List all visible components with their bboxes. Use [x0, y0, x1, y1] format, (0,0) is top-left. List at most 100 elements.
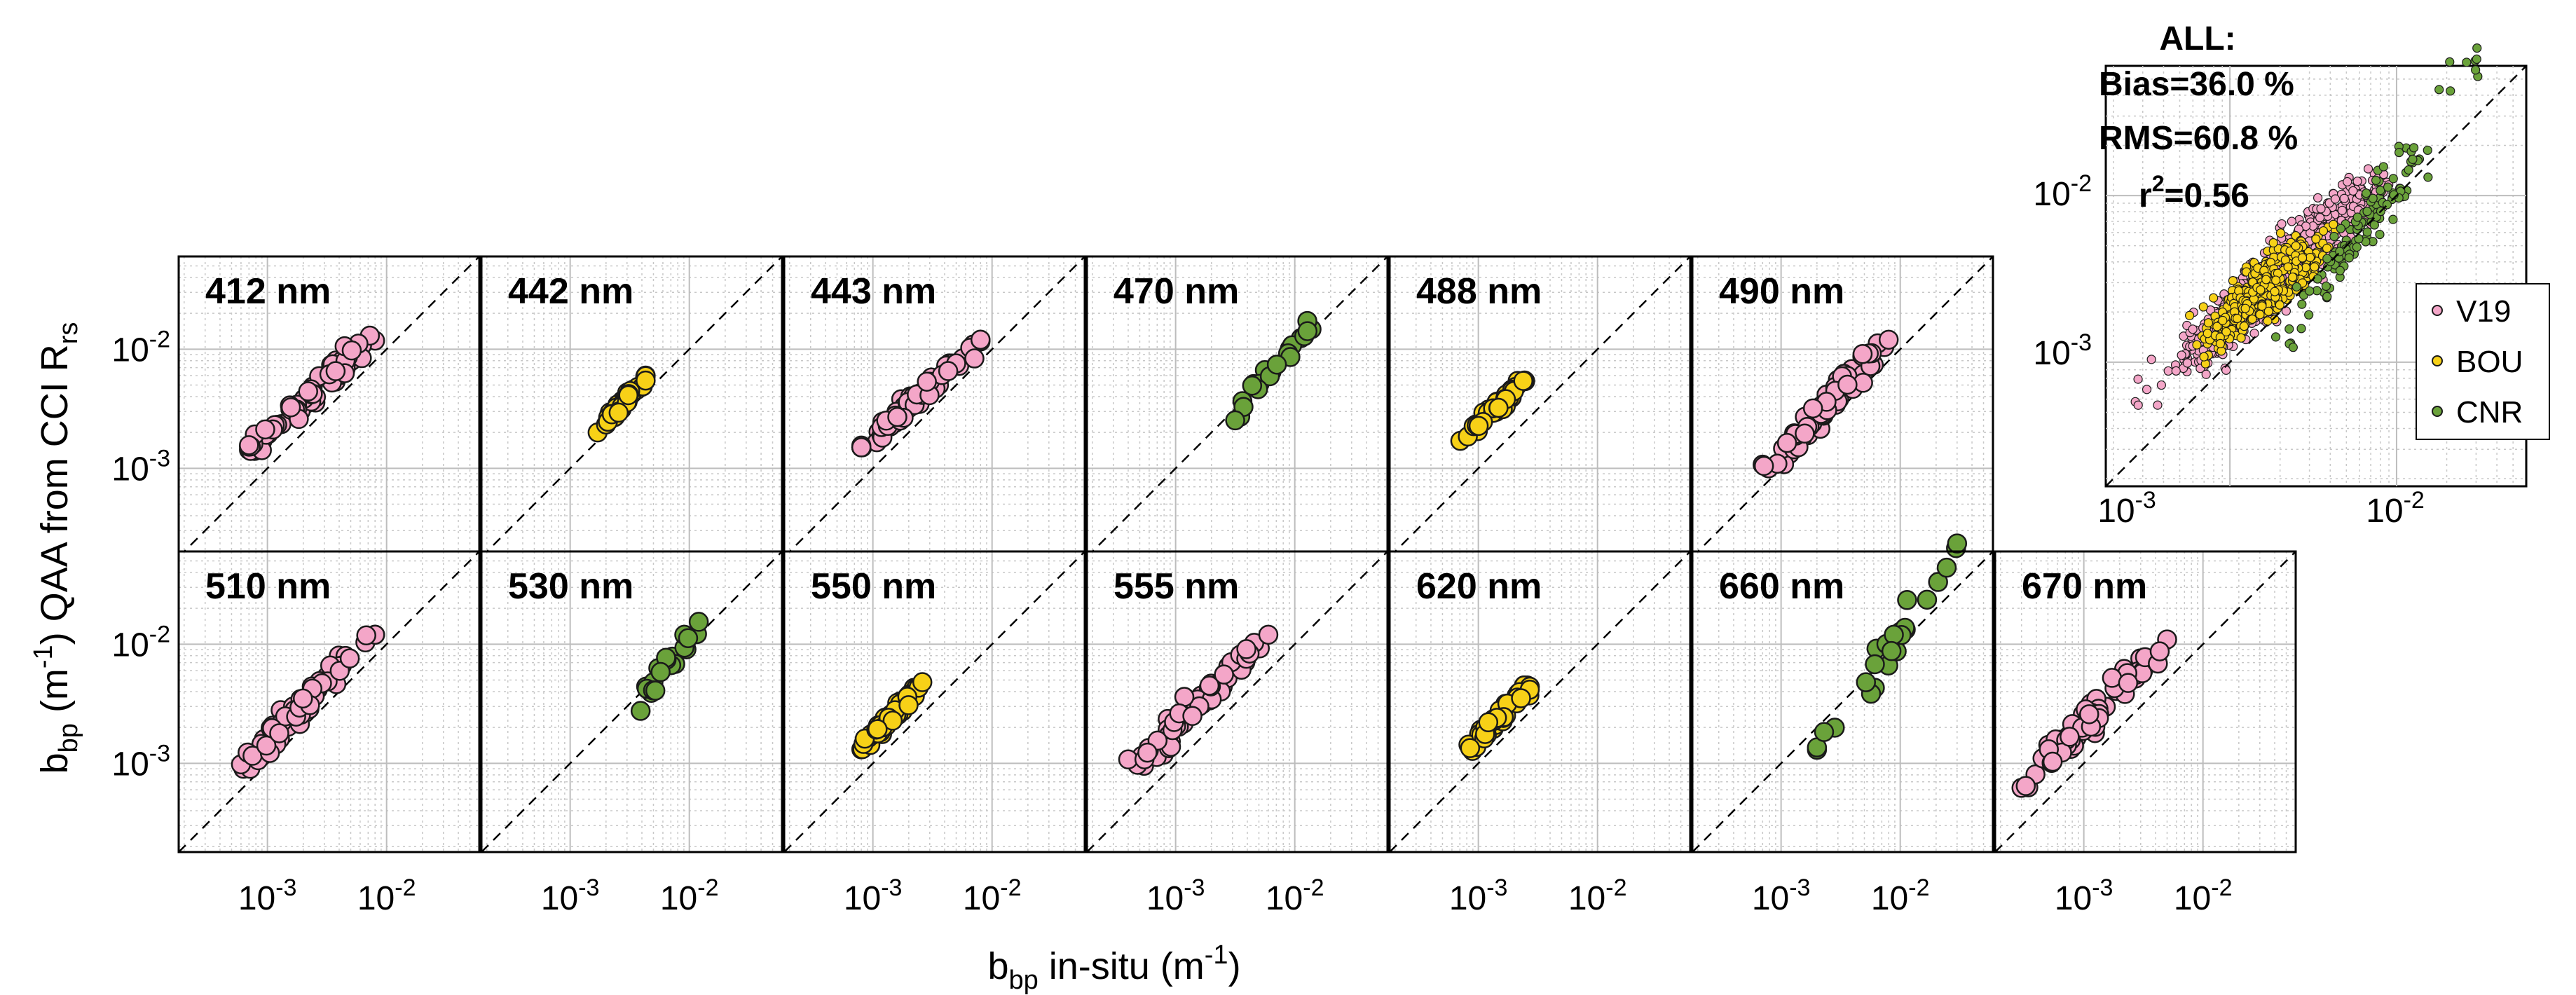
- data-point: [678, 628, 699, 649]
- data-point: [356, 625, 376, 646]
- panel-550-nm: 550 nm 10-3 10-2: [783, 550, 1086, 917]
- x-tick-label: 10-3: [2055, 874, 2113, 917]
- y-label-rest: ) QAA from CCI R: [34, 344, 76, 645]
- one-to-one-line: [1692, 551, 1994, 853]
- y-tick-label: 10-3: [111, 740, 170, 783]
- summary-data-point: [2268, 238, 2278, 248]
- x-tick-label: 10-2: [660, 874, 719, 917]
- one-to-one-line: [1692, 256, 1994, 558]
- summary-data-point: [2297, 299, 2307, 309]
- summary-data-point: [2315, 212, 2325, 223]
- legend-marker-v19: [2432, 305, 2443, 316]
- panel-470-nm: 470 nm: [1085, 255, 1389, 558]
- summary-data-point: [2304, 310, 2314, 320]
- data-point: [1258, 624, 1279, 645]
- data-point: [1460, 738, 1481, 758]
- x-tick-label: 10-3: [1752, 874, 1811, 917]
- summary-data-point: [2369, 220, 2379, 230]
- data-point: [1137, 742, 1158, 763]
- summary-data-point: [2352, 242, 2362, 252]
- summary-data-point: [2311, 234, 2321, 244]
- data-point: [2060, 727, 2080, 747]
- summary-data-point: [2352, 177, 2362, 186]
- panel-443-nm: 443 nm: [783, 255, 1086, 558]
- summary-data-point: [2288, 343, 2298, 352]
- summary-data-point: [2322, 254, 2332, 263]
- summary-data-point: [2363, 164, 2373, 174]
- data-point: [688, 612, 709, 632]
- summary-data-point: [2215, 338, 2226, 348]
- summary-data-point: [2257, 301, 2267, 311]
- summary-data-point: [2218, 315, 2228, 325]
- data-point: [1802, 398, 1823, 419]
- y-tick-label: 10-2: [111, 326, 170, 369]
- data-point: [255, 419, 275, 440]
- data-point: [645, 680, 666, 701]
- summary-data-point: [2263, 316, 2273, 326]
- summary-title: ALL:: [2159, 20, 2235, 57]
- summary-data-point: [2336, 224, 2345, 233]
- legend-label-bou: BOU: [2456, 345, 2523, 379]
- summary-data-point: [2313, 193, 2323, 203]
- one-to-one-line: [783, 256, 1085, 558]
- summary-data-point: [2362, 227, 2372, 237]
- data-point: [239, 435, 259, 455]
- summary-data-point: [2388, 174, 2398, 184]
- x-label-rest: in-situ (m: [1039, 945, 1205, 987]
- summary-data-point: [2185, 310, 2195, 320]
- data-point: [2118, 673, 2139, 693]
- data-point: [1856, 672, 1877, 692]
- axes-box: [480, 550, 783, 853]
- summary-data-point: [2255, 310, 2265, 320]
- x-tick-label: 10-3: [1146, 874, 1205, 917]
- summary-data-point: [2305, 286, 2315, 296]
- summary-data-point: [2153, 400, 2163, 410]
- summary-data-point: [2472, 43, 2482, 53]
- x-tick-label: 10-2: [1568, 874, 1627, 917]
- summary-data-point: [2133, 374, 2143, 384]
- tick-exp: -3: [2071, 329, 2092, 356]
- data-point: [1199, 675, 1220, 696]
- data-point: [1897, 590, 1917, 610]
- summary-data-point: [2383, 182, 2393, 192]
- summary-data-point: [2310, 262, 2320, 272]
- panel-670-nm: 670 nm 10-3 10-2: [1994, 550, 2297, 917]
- data-point: [1511, 688, 1531, 708]
- x-tick-label: 10-2: [1871, 874, 1930, 917]
- summary-data-point: [2198, 302, 2208, 312]
- data-point: [1478, 712, 1499, 733]
- summary-data-point: [2362, 207, 2372, 217]
- summary-data-point: [2348, 186, 2358, 196]
- legend-label-v19: V19: [2456, 294, 2511, 329]
- one-to-one-line: [178, 551, 480, 853]
- x-tick-label: 10-2: [963, 874, 1022, 917]
- one-to-one-line: [481, 551, 783, 853]
- summary-data-point: [2261, 275, 2271, 284]
- axes-box: [1388, 550, 1692, 853]
- summary-r2-exp: 2: [2152, 171, 2165, 196]
- x-tick-label: 10-3: [238, 874, 297, 917]
- legend-label-cnr: CNR: [2456, 395, 2523, 430]
- panel-510-nm: 510 nm 10-3 10-2 10-3 10-2: [111, 550, 481, 917]
- x-axis-label: bbp in-situ (m-1): [987, 940, 1240, 995]
- summary-data-point: [2188, 324, 2198, 334]
- y-label-rest-sub: rs: [54, 322, 83, 345]
- summary-data-point: [2404, 165, 2413, 175]
- data-point: [1865, 654, 1885, 675]
- data-point: [1881, 640, 1902, 661]
- data-point: [882, 711, 903, 731]
- summary-y-tick-1e-2: 10-2: [2033, 170, 2092, 213]
- summary-data-point: [2362, 188, 2371, 198]
- summary-data-point: [2388, 214, 2398, 224]
- summary-data-point: [2329, 231, 2339, 242]
- summary-data-point: [2247, 314, 2257, 324]
- x-tick-label: 10-3: [541, 874, 600, 917]
- x-label-sub: bp: [1008, 966, 1038, 995]
- summary-data-point: [2337, 205, 2347, 215]
- panel-label: 442 nm: [508, 271, 633, 312]
- data-point: [1795, 423, 1815, 444]
- summary-data-point: [2291, 241, 2301, 251]
- data-point: [298, 381, 318, 402]
- axes-box: [783, 550, 1086, 853]
